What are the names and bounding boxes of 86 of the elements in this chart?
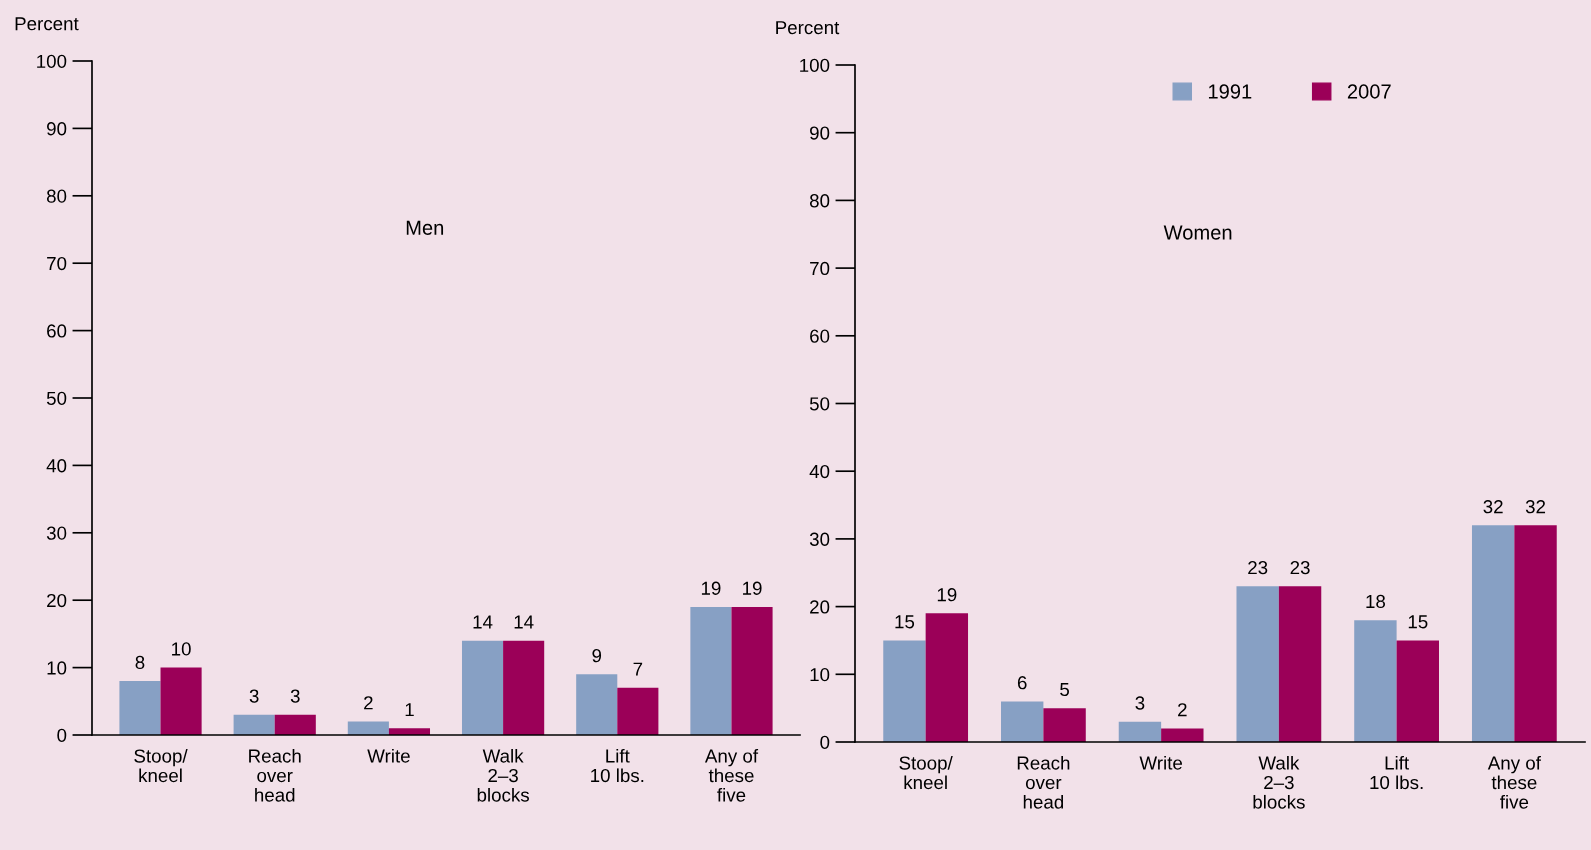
y-tick-label: 40 — [46, 459, 67, 473]
data-label: 5 — [1060, 683, 1070, 697]
data-label: 3 — [290, 689, 300, 703]
bar — [1236, 586, 1279, 742]
y-tick-label: 40 — [809, 464, 830, 479]
data-label: 8 — [135, 655, 145, 670]
y-tick-label: 10 — [810, 668, 830, 682]
x-tick-label: Lift 10 lbs. — [591, 748, 644, 783]
x-tick-label: Walk 2–3 blocks — [1253, 755, 1305, 809]
bar — [576, 674, 618, 735]
data-label: 32 — [1483, 500, 1503, 514]
bar — [925, 613, 969, 742]
x-tick-label: Stoop/ kneel — [899, 755, 953, 790]
data-label: 32 — [1525, 500, 1546, 514]
bar — [1396, 640, 1439, 742]
bar — [1118, 721, 1162, 742]
data-label: 6 — [1017, 676, 1027, 690]
data-label: 19 — [937, 588, 957, 602]
y-tick-label: 90 — [810, 126, 830, 140]
data-label: 7 — [633, 662, 643, 676]
data-label: 3 — [249, 689, 259, 703]
data-label: 19 — [701, 581, 721, 595]
bar — [233, 714, 275, 735]
bar — [883, 640, 926, 742]
y-tick-label: 70 — [810, 261, 830, 276]
y-tick-label: 80 — [809, 194, 830, 208]
data-label: 14 — [514, 615, 534, 629]
data-label: 23 — [1248, 560, 1268, 575]
data-label: 18 — [1366, 594, 1386, 609]
bar — [1354, 620, 1397, 742]
x-tick-label: Reach over head — [1017, 755, 1070, 809]
bar — [461, 640, 504, 735]
y-tick-label: 10 — [47, 661, 67, 675]
y-tick-label: 100 — [800, 58, 830, 72]
x-tick-label: Walk 2–3 blocks — [477, 748, 529, 802]
y-tick-label: 20 — [47, 593, 67, 608]
x-tick-label: Stoop/ kneel — [134, 748, 188, 783]
legend-label: 1991 — [1208, 84, 1252, 99]
bar — [690, 606, 732, 735]
data-label: 2 — [364, 696, 373, 710]
x-tick-label: Lift 10 lbs. — [1370, 755, 1423, 790]
data-label: 9 — [592, 649, 602, 663]
text: Men — [406, 220, 444, 235]
bar — [119, 681, 161, 735]
y-axis-title: Percent — [15, 17, 79, 31]
data-label: 19 — [743, 581, 762, 595]
text: Women — [1163, 225, 1232, 240]
y-tick-label: 50 — [46, 391, 67, 405]
data-label: 15 — [1408, 615, 1428, 629]
data-label: 10 — [172, 642, 191, 656]
bar — [1161, 728, 1204, 742]
bar — [617, 687, 659, 735]
legend-label: 2007 — [1347, 84, 1391, 99]
y-tick-label: 100 — [37, 54, 67, 68]
y-tick-label: 80 — [46, 189, 67, 203]
bar — [1043, 708, 1086, 742]
x-tick-label: Write — [367, 748, 410, 763]
x-tick-label: Any of these five — [1487, 755, 1541, 809]
bar — [1001, 701, 1044, 742]
x-tick-label: Reach over head — [249, 748, 301, 802]
data-label: 2 — [1178, 703, 1187, 717]
y-tick-label: 60 — [810, 329, 830, 343]
y-axis-title: Percent — [776, 21, 840, 35]
bar — [1514, 525, 1557, 742]
bar — [731, 606, 773, 735]
y-tick-label: 30 — [46, 526, 67, 540]
data-label: 1 — [405, 703, 414, 717]
x-tick-label: Any of these five — [704, 748, 759, 802]
y-tick-label: 50 — [809, 397, 830, 411]
bar — [1278, 586, 1322, 742]
y-tick-label: 60 — [47, 324, 67, 338]
data-label: 23 — [1290, 560, 1310, 575]
x-tick-label: Write — [1139, 755, 1182, 770]
y-tick-label: 30 — [809, 532, 830, 546]
data-label: 14 — [473, 615, 493, 629]
data-label: 15 — [895, 615, 915, 629]
bar — [274, 714, 316, 735]
bar — [1471, 525, 1515, 742]
bar — [503, 640, 545, 735]
y-tick-label: 70 — [47, 256, 67, 271]
y-tick-label: 0 — [820, 735, 830, 749]
y-tick-label: 0 — [57, 728, 67, 742]
bar — [160, 667, 202, 735]
y-tick-label: 20 — [810, 600, 830, 614]
y-tick-label: 90 — [47, 122, 67, 136]
data-label: 3 — [1135, 696, 1145, 710]
